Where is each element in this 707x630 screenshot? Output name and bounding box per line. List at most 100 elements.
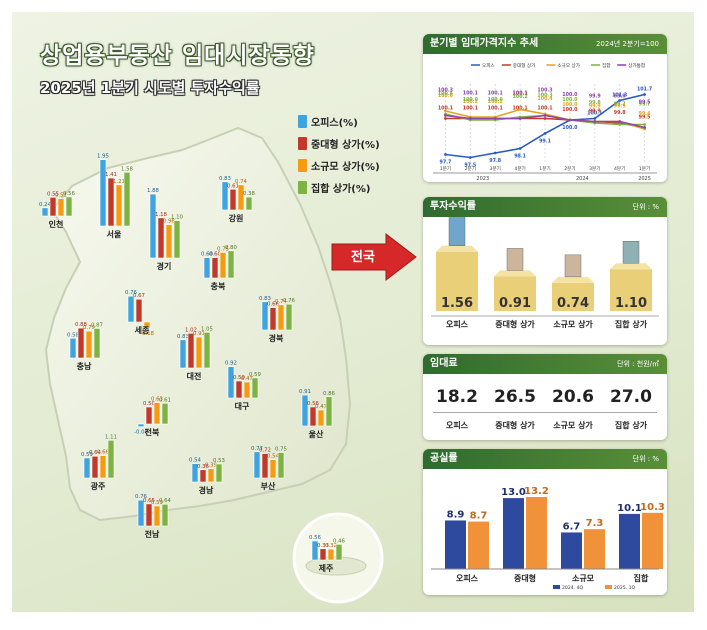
- region-bar-label-울산-2: 0.47: [315, 404, 327, 410]
- return-bar-top: [610, 263, 652, 270]
- series-point-label: 100.7: [513, 92, 528, 98]
- series-point-label: 100.6: [438, 93, 454, 99]
- vacancy-bar-2-0: [561, 532, 582, 569]
- region-bar-label-인천-2: 0.51: [55, 193, 67, 199]
- region-bar-label-대전-2: 0.91: [193, 331, 205, 337]
- series-point-label: 100.1: [587, 111, 602, 117]
- region-bar-서울-3: [123, 171, 131, 227]
- x-tick-label: 4분기: [614, 165, 625, 172]
- region-bar-label-강원-0: 0.83: [219, 176, 231, 182]
- region-bar-세종-1: [135, 298, 143, 323]
- series-point: [468, 156, 472, 159]
- region-bar-label-전북-3: 0.61: [159, 397, 171, 403]
- region-bar-부산-1: [261, 453, 269, 479]
- region-bar-label-서울-0: 1.95: [97, 154, 109, 160]
- region-bar-label-울산-0: 0.91: [299, 389, 311, 395]
- vacancy-legend-swatch: [605, 585, 612, 589]
- series-point-label: 99.8: [614, 110, 626, 116]
- return-value-label: 1.10: [615, 296, 647, 311]
- region-bar-대전-1: [187, 333, 195, 369]
- series-point-label: 100.0: [562, 102, 578, 108]
- region-bar-label-제주-2: 0.32: [325, 543, 337, 549]
- region-bar-강원-3: [245, 196, 253, 211]
- region-bar-label-전북-2: 0.63: [151, 397, 163, 403]
- region-name-경북: 경북: [269, 333, 284, 343]
- region-bar-충남-3: [93, 328, 101, 359]
- region-bar-label-부산-0: 0.77: [251, 446, 263, 452]
- region-bar-label-광주-2: 0.66: [97, 450, 110, 456]
- vacancy-panel: 공실률 단위 : % 8.9 8.7 오피스 13.0 13.2 중대형 6.7 7.3 소규모 1…: [423, 449, 667, 595]
- region-bar-label-충남-1: 0.88: [75, 322, 88, 328]
- region-bar-제주-2: [327, 548, 335, 561]
- vacancy-bar-0-1: [468, 521, 489, 569]
- series-point-label: 100.0: [463, 97, 479, 103]
- region-bar-label-경기-1: 1.18: [155, 212, 168, 218]
- region-bar-전남-1: [145, 503, 153, 527]
- building-icon: [448, 209, 466, 246]
- region-bar-경기-3: [173, 220, 181, 259]
- series-point-label: 101.7: [637, 87, 652, 93]
- series-point-label: 100.4: [537, 96, 553, 102]
- divider: [433, 412, 657, 413]
- series-point-label: 99.9: [614, 94, 626, 100]
- series-point-label: 100.3: [438, 88, 453, 94]
- region-bar-부산-0: [253, 451, 261, 479]
- region-bar-label-세종-2: -0.18: [140, 331, 155, 337]
- region-bar-대구-0: [227, 366, 235, 399]
- panel-note: 2024년 2분기=100: [595, 40, 659, 48]
- series-point-label: 100.0: [562, 125, 578, 131]
- region-bar-광주-1: [91, 455, 99, 479]
- region-bar-label-광주-1: 0.64: [89, 450, 102, 456]
- return-bar-3: [610, 269, 652, 311]
- region-bar-label-서울-3: 1.58: [121, 166, 134, 172]
- series-point: [468, 117, 472, 120]
- rent-label-complex: 집합 상가: [614, 421, 648, 430]
- region-bar-전북-2: [153, 402, 161, 425]
- return-bar-1: [494, 276, 536, 311]
- region-bar-제주-1: [319, 548, 327, 561]
- region-bar-label-광주-3: 1.11: [105, 434, 117, 440]
- series-point-label: 99.4: [639, 111, 651, 117]
- series-point-label: 100.0: [562, 92, 578, 98]
- panel-unit: 단위 : %: [632, 455, 659, 463]
- region-bar-label-충북-0: 0.60: [201, 252, 214, 258]
- series-point-label: 100.2: [488, 99, 503, 105]
- region-bar-울산-2: [317, 409, 325, 427]
- series-point-label: 99.5: [639, 100, 651, 106]
- panel-title: 임대료 단위 : 천원/㎡: [423, 354, 667, 374]
- return-bar-0: [436, 251, 478, 311]
- series-point-label: 99.8: [589, 100, 601, 106]
- region-bar-label-전북-1: 0.50: [143, 401, 156, 407]
- return-bar-2: [552, 282, 594, 311]
- region-bar-label-제주-1: 0.33: [317, 543, 329, 549]
- region-bar-대전-0: [179, 339, 187, 369]
- region-bar-서울-1: [107, 177, 115, 227]
- vacancy-value-label: 13.0: [501, 487, 526, 498]
- region-bar-서울-2: [115, 184, 123, 227]
- line-legend-label: 중대형 상가: [513, 62, 536, 69]
- series-point: [518, 147, 522, 150]
- region-name-경기: 경기: [157, 261, 172, 271]
- region-bar-label-강원-3: 0.38: [243, 191, 256, 197]
- region-bar-제주-0: [311, 540, 319, 561]
- rent-value-large: 26.5: [494, 387, 536, 407]
- region-bar-경북-1: [269, 307, 277, 331]
- region-bar-label-제주-3: 0.46: [333, 538, 346, 544]
- line-legend-label: 상가통합: [628, 62, 646, 69]
- return-building-chart: 1.56 오피스 0.91 중대형 상가 0.74 소규모 상가 1.10 집합 상가: [431, 209, 659, 329]
- region-bar-label-충북-2: 0.75: [217, 247, 229, 253]
- region-bar-인천-2: [57, 198, 65, 217]
- region-bar-label-경기-2: 0.98: [163, 219, 176, 225]
- region-name-인천: 인천: [49, 219, 64, 229]
- region-bar-전북-3: [161, 402, 169, 425]
- building-icon: [506, 248, 524, 271]
- panel-unit: 단위 : %: [632, 203, 659, 211]
- region-bar-label-대구-3: 0.59: [249, 372, 262, 378]
- series-point: [593, 117, 597, 120]
- legend-swatch-large: [298, 137, 307, 150]
- series-point-label: 100.3: [537, 88, 552, 94]
- x-tick-label: 3분기: [589, 165, 600, 172]
- rent-value-complex: 27.0: [610, 387, 652, 407]
- region-bar-경기-2: [165, 224, 173, 259]
- region-bar-label-경북-0: 0.83: [259, 296, 271, 302]
